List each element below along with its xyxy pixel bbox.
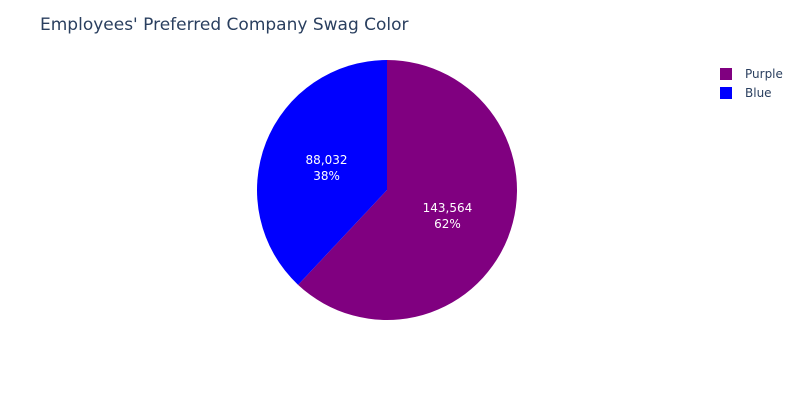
pie-slice-percent-purple: 62% (434, 217, 461, 231)
legend-item-blue[interactable]: Blue (720, 86, 772, 100)
pie-slices (257, 60, 517, 321)
legend-swatch-purple (720, 68, 732, 80)
pie-slice-value-purple: 143,564 (423, 201, 473, 215)
pie-slice-labels: 143,564 62% 88,032 38% (306, 153, 473, 231)
legend-label-purple: Purple (745, 67, 783, 81)
pie-slice-blue[interactable] (257, 60, 387, 285)
pie-slice-purple[interactable] (298, 60, 517, 321)
chart-title: Employees' Preferred Company Swag Color (40, 15, 409, 35)
legend-swatch-blue (720, 87, 732, 99)
legend: Purple Blue (720, 67, 783, 100)
legend-item-purple[interactable]: Purple (720, 67, 783, 81)
pie-slice-value-blue: 88,032 (306, 153, 348, 167)
legend-label-blue: Blue (745, 86, 772, 100)
pie-slice-percent-blue: 38% (313, 169, 340, 183)
